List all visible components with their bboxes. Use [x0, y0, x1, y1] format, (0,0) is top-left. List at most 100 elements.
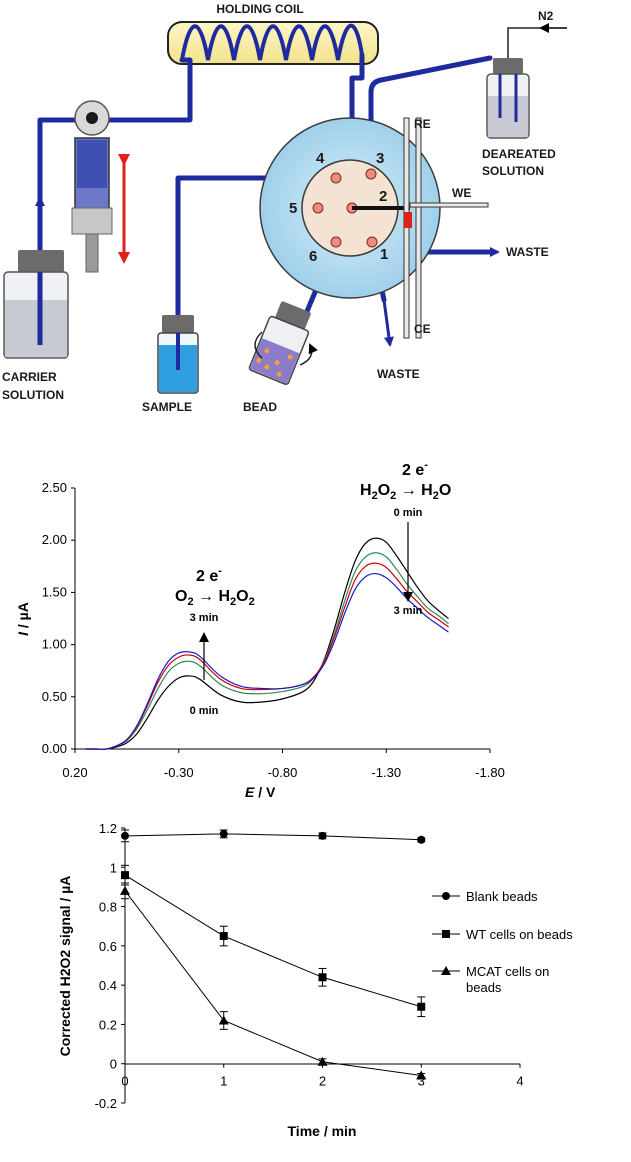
- c1-y-tick-label: 0.50: [42, 689, 67, 704]
- c1-series-line-3: [85, 572, 449, 750]
- port-6-label: 6: [309, 248, 317, 265]
- c2-y-tick-label: 0.2: [99, 1017, 117, 1032]
- voltammogram-chart: 0.00 0.50 1.00 1.50 2.00 2.50 0.20 -0.30 -0.80 -1…: [15, 459, 505, 800]
- c2-legend-label: WT cells on beads: [466, 927, 573, 942]
- c2-series: [120, 829, 427, 1080]
- c1-x-tick-label: -0.80: [268, 765, 298, 780]
- rotation-arrow-left: [254, 331, 263, 359]
- flow-diagram: HOLDING COIL N2: [2, 2, 567, 414]
- ce-label: CE: [414, 322, 431, 336]
- c1-y-tick-label: 1.50: [42, 584, 67, 599]
- c2-y-tick-label: 0.4: [99, 978, 117, 993]
- c2-x-title: Time / min: [288, 1123, 357, 1139]
- c1-left-reaction: O2 → H2O2: [175, 588, 255, 608]
- carrier-label-2: SOLUTION: [2, 388, 64, 402]
- c2-point-triangle: [120, 885, 130, 895]
- valve-center: [86, 112, 98, 124]
- c1-x-title: E / V: [245, 784, 276, 800]
- holding-coil: [167, 21, 379, 65]
- c2-point-triangle: [416, 1070, 427, 1080]
- carrier-cap: [18, 250, 64, 272]
- bead-label: BEAD: [243, 400, 277, 414]
- c2-x-tick-label: 4: [516, 1074, 523, 1089]
- c1-series-line-1: [85, 552, 449, 750]
- c1-y-tick-label: 0.00: [42, 741, 67, 756]
- deaerated-liquid: [488, 96, 528, 137]
- port-4-label: 4: [316, 150, 325, 167]
- c2-point-triangle: [218, 1015, 229, 1025]
- c2-legend-label: MCAT cells on: [466, 964, 549, 979]
- n2-label: N2: [538, 9, 554, 23]
- coil-helix: [180, 23, 364, 61]
- port-1-label: 1: [380, 246, 388, 263]
- port-3-label: 3: [376, 150, 384, 167]
- c1-left-top-time: 3 min: [190, 612, 219, 624]
- c2-point-triangle: [317, 1056, 328, 1066]
- n2-line: [507, 27, 567, 60]
- port-2-label: 2: [379, 188, 387, 205]
- waste-right-label: WASTE: [506, 245, 549, 259]
- syringe-fluid: [77, 140, 107, 188]
- c1-left-electrons: 2 e-: [196, 565, 222, 585]
- waste-bottom-label: WASTE: [377, 367, 420, 381]
- c2-legend-marker: [442, 892, 450, 900]
- c2-legend-marker: [442, 930, 450, 938]
- c2-legend: Blank beads WT cells on beads MCAT cells o…: [432, 889, 573, 995]
- c2-y-tick-label: 1: [110, 860, 117, 875]
- c2-y-title: Corrected H2O2 signal / µA: [57, 876, 73, 1057]
- c2-y-tick-label: 0.6: [99, 939, 117, 954]
- deaerated-cap: [493, 58, 523, 74]
- syringe-plunger: [85, 233, 99, 273]
- carrier-label-1: CARRIER: [2, 370, 57, 384]
- deaerated-label-1: DEAREATED: [482, 147, 556, 161]
- c2-point-square: [318, 973, 327, 982]
- c1-right-top-time: 0 min: [394, 507, 423, 519]
- h2o2-signal-chart: -0.2 0 0.2 0.4 0.6 0.8 1 1.2 0 1 2 3 4 Blank beads WT…: [57, 821, 573, 1139]
- c1-x-tick-label: -1.80: [475, 765, 505, 780]
- c1-y-tick-label: 2.50: [42, 480, 67, 495]
- c1-right-bottom-time: 3 min: [394, 605, 423, 617]
- c1-y-tick-label: 1.00: [42, 637, 67, 652]
- c1-left-bottom-time: 0 min: [190, 705, 219, 717]
- c2-y-tick-label: 0: [110, 1057, 117, 1072]
- c2-legend-label: beads: [466, 980, 502, 995]
- electrode-cell: [404, 212, 412, 228]
- c2-point-square: [219, 932, 228, 941]
- c1-x-tick-label: 0.20: [62, 765, 87, 780]
- c2-ticks: -0.2 0 0.2 0.4 0.6 0.8 1 1.2 0 1 2 3 4: [95, 821, 524, 1111]
- c1-y-tick-label: 2.00: [42, 532, 67, 547]
- c1-ticks: 0.00 0.50 1.00 1.50 2.00 2.50 0.20 -0.30 -0.80 -1…: [42, 480, 505, 780]
- counter-electrode: [415, 117, 422, 339]
- we-label: WE: [452, 186, 471, 200]
- waste-bottom-arrow: [382, 299, 394, 347]
- bead-vial: [248, 301, 311, 385]
- deaerated-label-2: SOLUTION: [482, 164, 544, 178]
- c2-y-tick-label: 0.8: [99, 900, 117, 915]
- sample-cap: [162, 315, 194, 333]
- c2-series-line-1: [124, 874, 422, 1008]
- c1-series-line-0: [85, 537, 449, 750]
- c2-x-tick-label: 2: [319, 1074, 326, 1089]
- c2-series-line-0: [124, 833, 422, 841]
- c2-legend-marker: [441, 966, 451, 975]
- c2-x-tick-label: 0: [121, 1074, 128, 1089]
- c1-right-reaction: H2O2 → H2O: [360, 482, 451, 502]
- c2-x-tick-label: 3: [418, 1074, 425, 1089]
- re-label: RE: [414, 117, 431, 131]
- c2-y-tick-label: -0.2: [95, 1096, 117, 1111]
- port-5-label: 5: [289, 200, 297, 217]
- c2-legend-label: Blank beads: [466, 889, 538, 904]
- working-electrode: [409, 202, 489, 208]
- c2-x-tick-label: 1: [220, 1074, 227, 1089]
- c1-series: [85, 537, 449, 750]
- c2-y-tick-label: 1.2: [99, 821, 117, 836]
- syringe-base: [71, 207, 113, 235]
- c1-x-tick-label: -0.30: [164, 765, 194, 780]
- holding-coil-label: HOLDING COIL: [216, 2, 303, 16]
- rotation-arrow-right: [299, 343, 318, 366]
- c1-y-title: I / µA: [15, 602, 31, 636]
- c2-point-circle: [121, 831, 129, 840]
- c1-right-electrons: 2 e-: [402, 459, 428, 479]
- c2-point-square: [417, 1002, 426, 1011]
